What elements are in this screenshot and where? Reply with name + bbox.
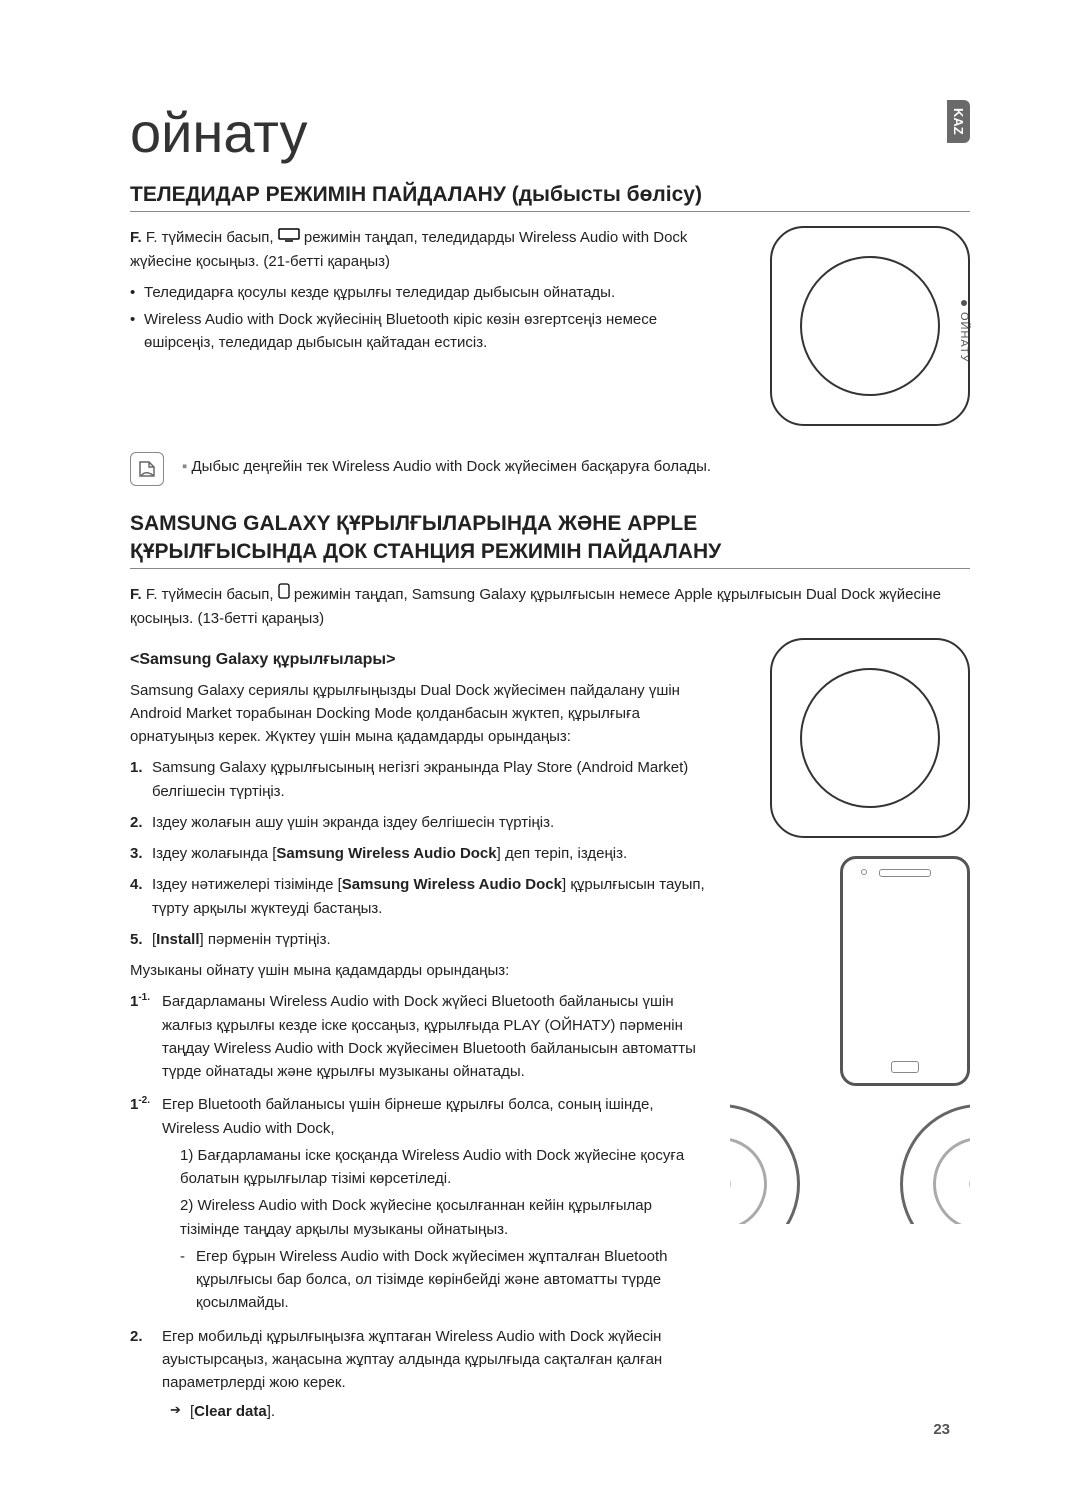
music-intro: Музыканы ойнату үшін мына қадамдарды оры… — [130, 959, 710, 982]
step-4: Іздеу нәтижелері тізімінде [Samsung Wire… — [130, 873, 710, 920]
galaxy-subheading: <Samsung Galaxy құрылғылары> — [130, 648, 710, 673]
section1-bullet-1: Теледидарға қосулы кезде құрылғы теледид… — [130, 281, 710, 304]
step-3-bold: Samsung Wireless Audio Dock — [276, 845, 496, 862]
step-1: Samsung Galaxy құрылғысының негізгі экра… — [130, 756, 710, 803]
step-1-2: 1-2. Егер Bluetooth байланысы үшін бірне… — [130, 1093, 710, 1314]
step-4-bold: Samsung Wireless Audio Dock — [342, 876, 562, 893]
section2-intro-pre: F. түймесін басып, — [146, 586, 278, 603]
page-number: 23 — [933, 1421, 950, 1438]
step-3-pre: Іздеу жолағында [ — [152, 845, 276, 862]
step-3-post: ] деп теріп, іздеңіз. — [497, 845, 628, 862]
step-2-final: 2. Егер мобильді құрылғыңызға жұптаған W… — [130, 1325, 710, 1424]
tv-icon — [278, 226, 300, 249]
note-row: Дыбыс деңгейін тек Wireless Audio with D… — [130, 452, 970, 486]
clear-data-label: Clear data — [194, 1403, 267, 1420]
note-icon — [130, 452, 164, 486]
phone-illustration — [840, 856, 970, 1086]
step-1-2-text: Егер Bluetooth байланысы үшін бірнеше құ… — [162, 1096, 654, 1136]
section1-rule — [130, 211, 970, 212]
section1-bullet-2: Wireless Audio with Dock жүйесінің Bluet… — [130, 308, 710, 355]
step-1-1-text: Бағдарламаны Wireless Audio with Dock жү… — [162, 993, 696, 1080]
manual-page: ойнату ТЕЛЕДИДАР РЕЖИМІН ПАЙДАЛАНУ (дыбы… — [0, 0, 1080, 1494]
step-5-post: ] пәрменін түртіңіз. — [200, 931, 331, 948]
step-5: [Install] пәрменін түртіңіз. — [130, 928, 710, 951]
step-4-pre: Іздеу нәтижелері тізімінде [ — [152, 876, 342, 893]
speaker-illustration-2 — [770, 638, 970, 838]
speaker-pair-illustration — [730, 1104, 970, 1224]
step-1-1-sup: -1. — [138, 992, 150, 1003]
section1-heading: ТЕЛЕДИДАР РЕЖИМІН ПАЙДАЛАНУ (дыбысты бөл… — [130, 183, 970, 207]
step-1-1: 1-1. Бағдарламаны Wireless Audio with Do… — [130, 990, 710, 1083]
section2-intro: F. F. түймесін басып, режимін таңдап, Sa… — [130, 583, 970, 630]
step-2-num: 2. — [130, 1325, 143, 1348]
section1-intro-pre: F. түймесін басып, — [146, 229, 278, 246]
f-button-label: F. — [130, 229, 142, 246]
section1-bullets: Теледидарға қосулы кезде құрылғы теледид… — [130, 281, 710, 355]
f-button-label-2: F. — [130, 586, 142, 603]
install-steps: Samsung Galaxy құрылғысының негізгі экра… — [130, 756, 710, 951]
section2-rule — [130, 568, 970, 569]
note-text: Дыбыс деңгейін тек Wireless Audio with D… — [182, 452, 711, 475]
step-2: Іздеу жолағын ашу үшін экранда іздеу бел… — [130, 811, 710, 834]
sub-2: 2) Wireless Audio with Dock жүйесіне қос… — [180, 1194, 710, 1241]
sub-1: 1) Бағдарламаны іске қосқанда Wireless A… — [180, 1144, 710, 1191]
galaxy-intro: Samsung Galaxy сериялы құрылғыңызды Dual… — [130, 679, 710, 749]
section2-heading-line1: SAMSUNG GALAXY ҚҰРЫЛҒЫЛАРЫНДА ЖӘНЕ APPLE — [130, 512, 970, 536]
section1-intro: F. F. түймесін басып, режимін таңдап, те… — [130, 226, 710, 273]
step-1-2-sup: -2. — [138, 1095, 150, 1106]
dash-note: Егер бұрын Wireless Audio with Dock жүйе… — [180, 1245, 710, 1315]
step-2-text: Егер мобильді құрылғыңызға жұптаған Wire… — [162, 1328, 662, 1392]
step-3: Іздеу жолағында [Samsung Wireless Audio … — [130, 842, 710, 865]
dock-icon — [278, 583, 290, 606]
speaker-illustration — [770, 226, 970, 426]
section2-heading-line2: ҚҰРЫЛҒЫСЫНДА ДОК СТАНЦИЯ РЕЖИМІН ПАЙДАЛА… — [130, 540, 970, 564]
page-title: ойнату — [130, 100, 970, 165]
step-5-bold: Install — [156, 931, 199, 948]
clear-data-item: [Clear data]. — [162, 1400, 710, 1423]
